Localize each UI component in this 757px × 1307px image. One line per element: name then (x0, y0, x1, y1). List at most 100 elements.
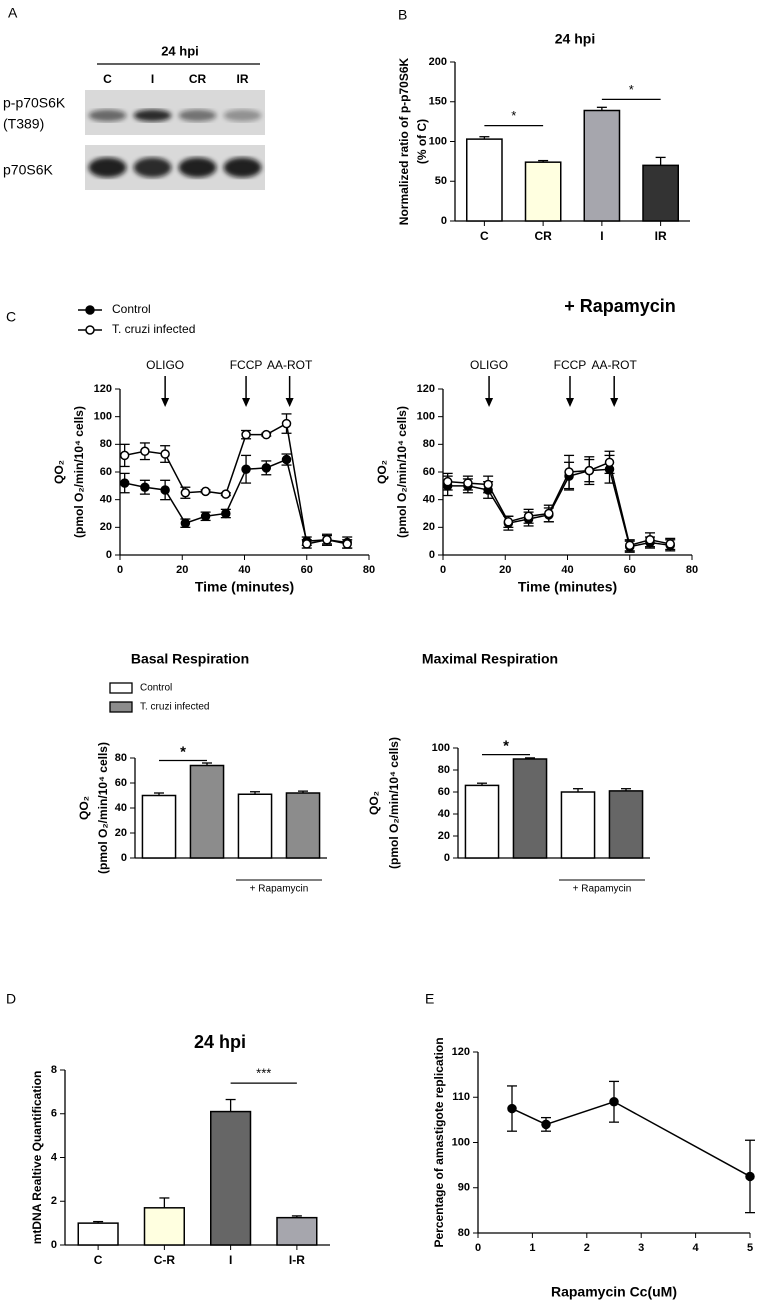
y-tick-label: 80 (458, 1227, 470, 1239)
sig-label: * (629, 82, 634, 97)
x-tick-label: CR (534, 229, 552, 243)
x-axis-label: Time (minutes) (518, 579, 617, 595)
point (541, 1119, 551, 1130)
y-axis-label: QO₂ (375, 460, 389, 484)
bar (524, 161, 562, 222)
y-tick-label: 100 (429, 135, 447, 147)
row-label: p70S6K (3, 162, 53, 178)
legend-swatch (109, 682, 133, 694)
panel-letter: B (398, 7, 407, 23)
panel-letter: D (6, 991, 16, 1007)
y-tick-label: 90 (458, 1182, 470, 1194)
y-tick-label: 100 (432, 742, 450, 754)
y-axis-label: QO₂ (52, 460, 66, 484)
point (463, 478, 473, 488)
lane-label: I (151, 72, 154, 86)
y-tick-label: 150 (429, 96, 447, 108)
y-tick-label: 80 (423, 438, 435, 450)
point (442, 476, 453, 487)
bar (285, 792, 321, 859)
bar (642, 164, 679, 222)
point (745, 1171, 755, 1182)
x-tick-label: C (94, 1253, 103, 1267)
point (221, 508, 231, 519)
y-tick-label: 6 (51, 1108, 57, 1120)
y-axis-label: (pmol O₂/min/10⁴ cells) (387, 737, 401, 869)
point (322, 535, 332, 545)
y-tick-label: 100 (417, 411, 435, 423)
blot-band (133, 109, 172, 122)
x-tick-label: 40 (238, 564, 250, 576)
point (200, 511, 211, 522)
blot-band (88, 109, 127, 122)
y-tick-label: 0 (121, 852, 127, 864)
annotation: FCCP (554, 358, 587, 372)
x-axis-label: Time (minutes) (195, 579, 294, 595)
chart-title: + Rapamycin (564, 296, 676, 316)
x-tick-label: 3 (638, 1242, 644, 1254)
y-tick-label: 20 (100, 521, 112, 533)
y-tick-label: 0 (429, 549, 435, 561)
y-tick-label: 0 (51, 1239, 57, 1251)
bar (143, 1207, 185, 1246)
legend-marker (85, 305, 95, 315)
point (140, 446, 150, 456)
point (140, 482, 150, 492)
y-tick-label: 120 (417, 383, 435, 395)
x-tick-label: C (480, 229, 489, 243)
group-label: + Rapamycin (250, 884, 309, 895)
y-tick-label: 100 (452, 1136, 470, 1148)
point (180, 518, 191, 528)
bar (210, 1110, 252, 1246)
row-label: p-p70S6K (3, 95, 66, 111)
point (609, 1097, 619, 1107)
bar (189, 764, 225, 859)
y-tick-label: 20 (115, 827, 127, 839)
series-line (511, 1100, 751, 1178)
y-tick-label: 120 (94, 383, 112, 395)
chart-title: Maximal Respiration (422, 651, 558, 667)
blot-band (178, 157, 217, 178)
point (483, 479, 493, 490)
bar (77, 1222, 119, 1246)
point (523, 511, 534, 522)
y-tick-label: 4 (51, 1151, 58, 1163)
point (241, 429, 251, 440)
y-tick-label: 8 (51, 1064, 57, 1076)
point (180, 488, 191, 498)
x-tick-label: 80 (686, 564, 698, 576)
legend-swatch (109, 701, 133, 713)
x-tick-label: 1 (529, 1242, 535, 1254)
y-tick-label: 0 (444, 852, 450, 864)
y-tick-label: 20 (438, 830, 450, 842)
x-tick-label: 20 (499, 564, 511, 576)
series-line (124, 458, 348, 544)
point (160, 449, 170, 459)
annotation: OLIGO (146, 358, 184, 372)
y-tick-label: 60 (423, 466, 435, 478)
lane-label: CR (189, 72, 207, 86)
arrow-head (242, 398, 251, 407)
chart-title: 24 hpi (555, 31, 595, 47)
point (584, 465, 595, 476)
blot-title: 24 hpi (161, 43, 199, 58)
arrow-head (161, 398, 170, 407)
annotation: AA-ROT (592, 358, 638, 372)
arrow-head (285, 398, 294, 407)
arrow-head (565, 398, 574, 407)
y-tick-label: 60 (100, 466, 112, 478)
y-tick-label: 40 (100, 494, 112, 506)
x-tick-label: 60 (624, 564, 636, 576)
x-tick-label: IR (655, 229, 667, 243)
y-tick-label: 0 (441, 215, 447, 227)
y-axis-label: (pmol O₂/min/10⁴ cells) (96, 742, 110, 874)
x-tick-label: I (600, 229, 603, 243)
y-tick-label: 20 (423, 521, 435, 533)
y-axis-label: (% of C) (415, 119, 429, 164)
y-tick-label: 80 (100, 438, 112, 450)
sig-label: * (503, 738, 509, 755)
x-tick-label: 0 (475, 1242, 481, 1254)
group-label: + Rapamycin (573, 884, 632, 895)
bar (608, 790, 644, 859)
